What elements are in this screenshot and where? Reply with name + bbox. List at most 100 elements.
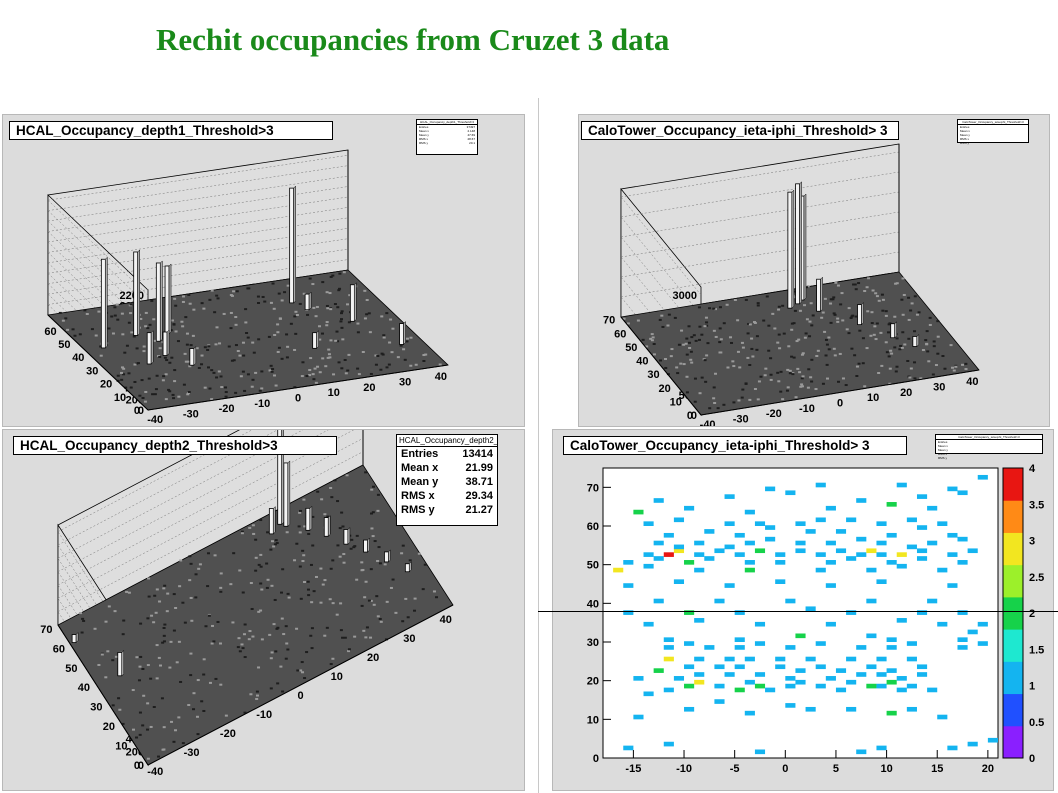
lego-floor-cell [329, 663, 333, 666]
heatmap-cell [805, 606, 816, 612]
lego-floor-cell [224, 395, 228, 398]
lego-floor-cell [821, 311, 825, 314]
lego-floor-cell [763, 374, 767, 377]
heatmap-cell [684, 610, 695, 615]
heatmap-cell [835, 687, 847, 693]
heatmap-cell [724, 521, 735, 526]
lego-floor-cell [693, 377, 697, 380]
lego-floor-cell [792, 322, 796, 325]
heatmap-cell [876, 579, 887, 584]
lego-floor-cell [805, 286, 809, 289]
lego-floor-cell [337, 361, 341, 364]
lego-floor-cell [376, 615, 380, 618]
lego-floor-cell [824, 338, 828, 341]
lego-floor-cell [187, 294, 191, 297]
lego-floor-cell [825, 343, 829, 346]
lego-floor-cell [238, 650, 242, 653]
heatmap-cell [957, 645, 968, 650]
lego-floor-cell [172, 323, 176, 326]
lego-floor-cell [301, 560, 305, 563]
heatmap-cell [643, 552, 654, 557]
lego-floor-cell [719, 338, 723, 341]
lego-floor-cell [952, 369, 956, 372]
heatmap-cell [754, 749, 766, 755]
lego-floor-cell [666, 373, 670, 376]
grid-line [47, 165, 349, 211]
lego-floor-cell [189, 652, 193, 655]
lego-floor-cell [339, 629, 343, 632]
lego-floor-cell [733, 299, 737, 302]
lego-floor-cell [141, 396, 145, 399]
x-tick-label: 30 [399, 376, 411, 388]
lego-floor-cell [161, 748, 165, 751]
lego-floor-cell [321, 357, 325, 360]
lego-floor-cell [120, 366, 124, 369]
color-scale-label: 1.5 [1029, 644, 1044, 656]
stats-title: CaloTower_Occupancy_ieta-iphi_Threshold>… [958, 120, 1028, 125]
lego-floor-cell [374, 363, 378, 366]
lego-floor-cell [855, 374, 859, 377]
lego-floor-cell [356, 331, 360, 334]
lego-floor-cell [170, 720, 174, 723]
grid-line [57, 430, 304, 559]
lego-floor-cell [121, 333, 125, 336]
heatmap-cell [795, 548, 806, 554]
lego-floor-cell [363, 289, 367, 292]
lego-floor-cell [306, 313, 310, 316]
lego-bar-side [354, 282, 357, 322]
lego-floor-cell [777, 380, 781, 383]
lego-floor-cell [861, 337, 865, 340]
lego-floor-cell [722, 403, 726, 406]
lego-floor-cell [320, 498, 324, 501]
lego-floor-cell [295, 542, 299, 545]
lego-floor-cell [338, 527, 342, 530]
x-tick-label: -20 [219, 403, 235, 415]
lego-bar-side [791, 189, 795, 309]
lego-floor-cell [909, 309, 913, 312]
lego-floor-cell [169, 640, 173, 643]
heatmap-cell [866, 567, 877, 573]
heatmap-cell [825, 505, 836, 511]
lego-bar-side [160, 260, 163, 342]
heatmap-cell [957, 536, 968, 542]
lego-bar [787, 191, 793, 309]
stats-label: RMS y [960, 141, 969, 145]
lego-floor-cell [321, 281, 325, 284]
heatmap-cell [906, 641, 917, 646]
lego-floor-cell [800, 383, 804, 386]
lego-floor-cell [176, 340, 180, 343]
stats-value: 13414 [462, 448, 493, 460]
lego-floor-cell [189, 344, 193, 347]
heatmap-cell [714, 598, 725, 604]
lego-floor-cell [752, 321, 756, 324]
lego-floor-cell [195, 715, 199, 718]
lego-floor-cell [748, 398, 752, 401]
lego-floor-cell [961, 363, 965, 366]
lego-floor-cell [852, 283, 856, 286]
lego-floor-cell [400, 552, 404, 555]
lego-floor-cell [269, 687, 273, 690]
color-scale-bin [1003, 725, 1023, 759]
heatmap-cell [744, 656, 755, 662]
lego-floor-cell [308, 374, 312, 377]
lego-floor-cell [831, 298, 835, 301]
lego-floor-cell [188, 579, 192, 582]
lego-floor-cell [786, 386, 790, 389]
heatmap-cell [967, 741, 978, 747]
lego-floor-cell [685, 337, 689, 340]
stats-row: Mean y [958, 133, 1028, 137]
heatmap-cell [694, 618, 705, 623]
stats-label: Mean x [419, 129, 429, 133]
lego-floor-cell [329, 275, 333, 278]
heatmap-cell [785, 703, 796, 708]
heatmap-cell [846, 679, 857, 685]
lego-floor-cell [376, 509, 380, 512]
stats-title: CaloTower_Occupancy_ieta-iphi_Threshold>… [936, 435, 1042, 440]
y-tick-label: 30 [86, 365, 98, 377]
grid-line [47, 196, 349, 243]
lego-floor-cell [353, 545, 357, 548]
lego-floor-cell [658, 359, 662, 362]
lego-bar-side [409, 561, 412, 573]
lego-floor-cell [832, 312, 836, 315]
lego-floor-cell [240, 532, 244, 535]
